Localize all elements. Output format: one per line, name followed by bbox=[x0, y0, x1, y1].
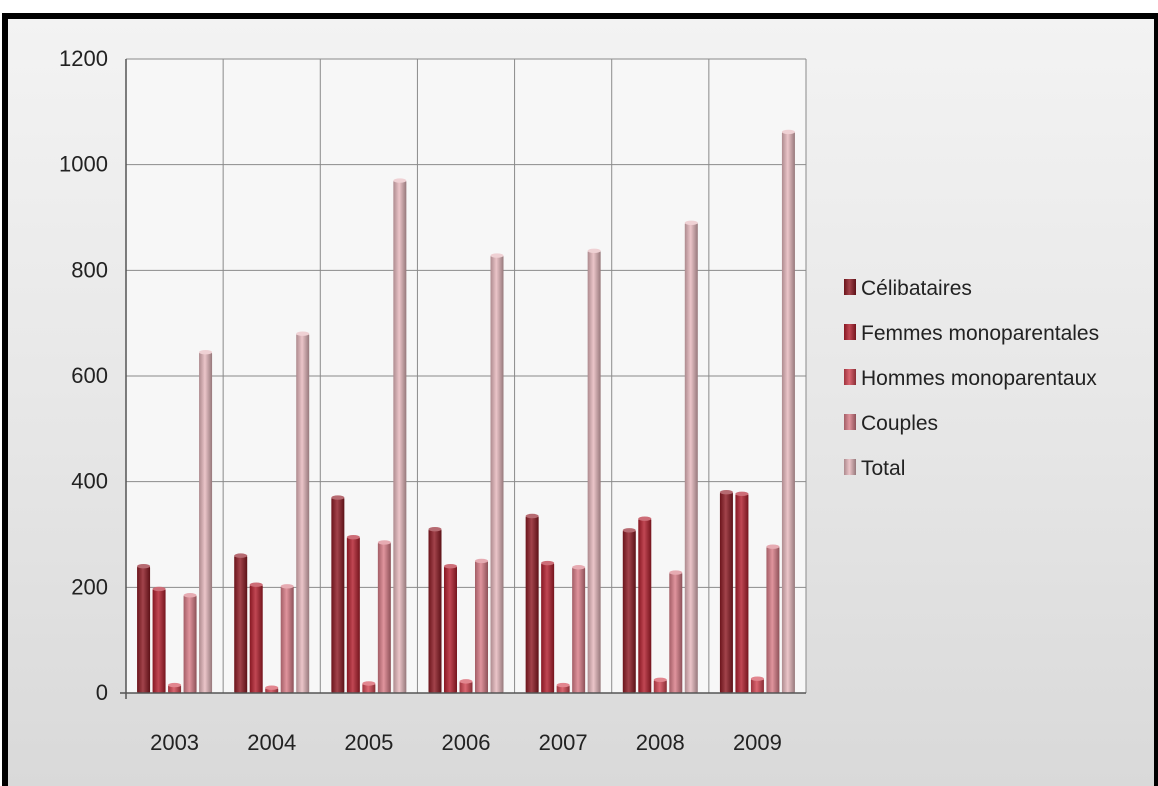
legend-swatch bbox=[844, 279, 856, 295]
y-axis-labels: 0 200 400 600 800 1000 1200 bbox=[59, 46, 108, 705]
bar-2003-0 bbox=[137, 564, 151, 693]
legend-label: Couples bbox=[861, 412, 938, 435]
bar-2007-4 bbox=[587, 248, 601, 693]
legend-label: Célibataires bbox=[861, 277, 972, 300]
legend-item: Hommes monoparentaux bbox=[844, 367, 1097, 390]
x-tick-label: 2009 bbox=[733, 730, 782, 755]
legend-item: Célibataires bbox=[844, 277, 972, 300]
bar-2008-0 bbox=[622, 528, 636, 693]
legend-swatch bbox=[844, 324, 856, 340]
bar-2009-2 bbox=[750, 676, 764, 693]
bar-2003-3 bbox=[183, 593, 197, 693]
legend-swatch bbox=[844, 414, 856, 430]
bar-2006-3 bbox=[475, 558, 488, 693]
y-tick-label: 800 bbox=[71, 257, 108, 282]
bar-2004-4 bbox=[296, 331, 310, 693]
legend-label: Femmes monoparentales bbox=[861, 322, 1099, 345]
bar-2003-4 bbox=[199, 350, 213, 693]
x-tick-label: 2003 bbox=[150, 730, 199, 755]
legend-label: Total bbox=[861, 457, 905, 480]
bar-2006-4 bbox=[490, 253, 504, 694]
y-tick-label: 1000 bbox=[59, 152, 108, 177]
bar-2006-2 bbox=[459, 679, 473, 693]
y-tick-label: 600 bbox=[71, 363, 108, 388]
x-tick-label: 2008 bbox=[636, 730, 685, 755]
chart-frame: 0 200 400 600 800 1000 1200 2003 2004 2005 2006 20… bbox=[2, 13, 1158, 786]
x-tick-label: 2006 bbox=[442, 730, 491, 755]
bar-2006-1 bbox=[444, 564, 457, 693]
bar-2008-1 bbox=[638, 516, 652, 693]
bar-2007-2 bbox=[556, 682, 570, 693]
legend: Célibataires Femmes monoparentales Hommes … bbox=[844, 277, 1099, 480]
bar-2007-0 bbox=[525, 513, 539, 693]
legend-item: Femmes monoparentales bbox=[844, 322, 1099, 345]
bar-2004-3 bbox=[280, 584, 294, 693]
y-tick-label: 200 bbox=[71, 574, 108, 599]
y-tick-label: 0 bbox=[96, 680, 108, 705]
bar-2006-0 bbox=[428, 527, 442, 693]
bar-2005-1 bbox=[346, 534, 360, 693]
bar-2008-4 bbox=[684, 220, 698, 694]
bar-2004-0 bbox=[234, 553, 248, 693]
bar-2009-4 bbox=[781, 129, 795, 693]
bar-2003-1 bbox=[152, 586, 166, 693]
bar-2007-1 bbox=[541, 560, 555, 693]
bar-2009-0 bbox=[719, 490, 733, 693]
x-tick-label: 2005 bbox=[344, 730, 393, 755]
y-tick-label: 400 bbox=[71, 469, 108, 494]
bar-2008-2 bbox=[653, 677, 667, 693]
axes bbox=[120, 59, 806, 699]
bar-2009-1 bbox=[735, 491, 749, 693]
x-axis-labels: 2003 2004 2005 2006 2007 2008 2009 bbox=[150, 730, 782, 755]
legend-swatch bbox=[844, 369, 856, 385]
y-tick-label: 1200 bbox=[59, 46, 108, 71]
legend-label: Hommes monoparentaux bbox=[861, 367, 1097, 390]
legend-item: Total bbox=[844, 457, 905, 480]
bar-2009-3 bbox=[766, 544, 780, 693]
bar-2005-4 bbox=[393, 178, 407, 693]
bar-2008-3 bbox=[669, 570, 683, 693]
x-tick-label: 2004 bbox=[247, 730, 296, 755]
x-tick-label: 2007 bbox=[539, 730, 588, 755]
legend-swatch bbox=[844, 459, 856, 475]
bar-2005-0 bbox=[331, 495, 345, 693]
legend-item: Couples bbox=[844, 412, 938, 435]
bar-2003-2 bbox=[168, 682, 182, 693]
bar-2004-2 bbox=[265, 685, 279, 693]
bar-2004-1 bbox=[249, 582, 263, 693]
bars bbox=[137, 129, 795, 694]
bar-2005-3 bbox=[377, 540, 391, 693]
bar-2007-3 bbox=[572, 565, 586, 693]
bar-2005-2 bbox=[362, 681, 376, 693]
